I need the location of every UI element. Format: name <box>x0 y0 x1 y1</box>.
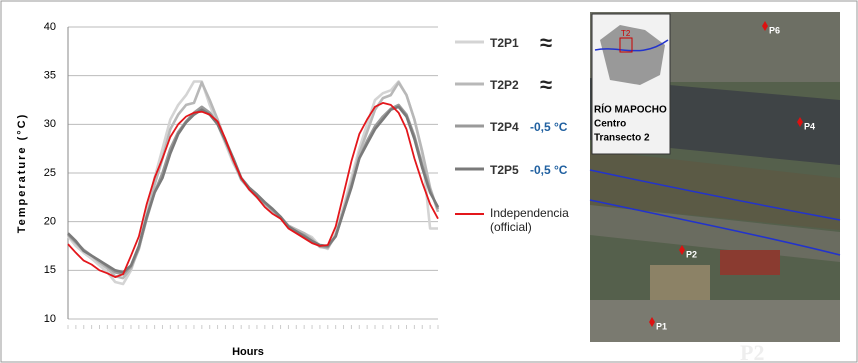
point-label: P1 <box>656 321 667 331</box>
y-tick-label: 15 <box>44 264 56 276</box>
chart: Hours Temperature (°C) RÍO MAPOCHO Centro… <box>0 0 858 363</box>
y-tick-label: 25 <box>44 167 56 179</box>
map: RÍO MAPOCHO Centro Transecto 2 T2 P6 P4 P2 P1 <box>590 12 840 342</box>
y-tick-label: 10 <box>44 313 56 325</box>
point-label: P2 <box>686 249 697 259</box>
y-tick-label: 20 <box>44 216 56 228</box>
y-axis-label: Temperature (°C) <box>16 113 28 234</box>
watermark: P2 <box>740 340 764 363</box>
legend-label: T2P2 <box>490 78 519 92</box>
map-subtitle: Centro <box>594 119 626 130</box>
page: Hours Temperature (°C) RÍO MAPOCHO Centro… <box>0 0 858 363</box>
series-line <box>68 83 438 279</box>
annotation: -0,5 °C <box>530 163 568 177</box>
y-tick-label: 40 <box>44 21 56 33</box>
inset-label: T2 <box>621 29 631 38</box>
series-line <box>68 107 438 272</box>
point-label: P4 <box>804 121 815 131</box>
map-title: RÍO MAPOCHO <box>594 103 667 116</box>
annotation: ≈ <box>540 30 552 55</box>
legend-label: T2P1 <box>490 36 519 50</box>
point-label: P6 <box>769 25 780 35</box>
map-subtitle: Transecto 2 <box>594 133 650 144</box>
series-line <box>68 82 438 285</box>
y-tick-label: 30 <box>44 118 56 130</box>
legend-label: Independencia (official) <box>490 206 580 234</box>
y-tick-label: 35 <box>44 70 56 82</box>
legend-label: T2P5 <box>490 163 519 177</box>
x-axis-label: Hours <box>232 346 264 358</box>
annotation: ≈ <box>540 72 552 97</box>
annotation: -0,5 °C <box>530 120 568 134</box>
legend-label: T2P4 <box>490 120 519 134</box>
